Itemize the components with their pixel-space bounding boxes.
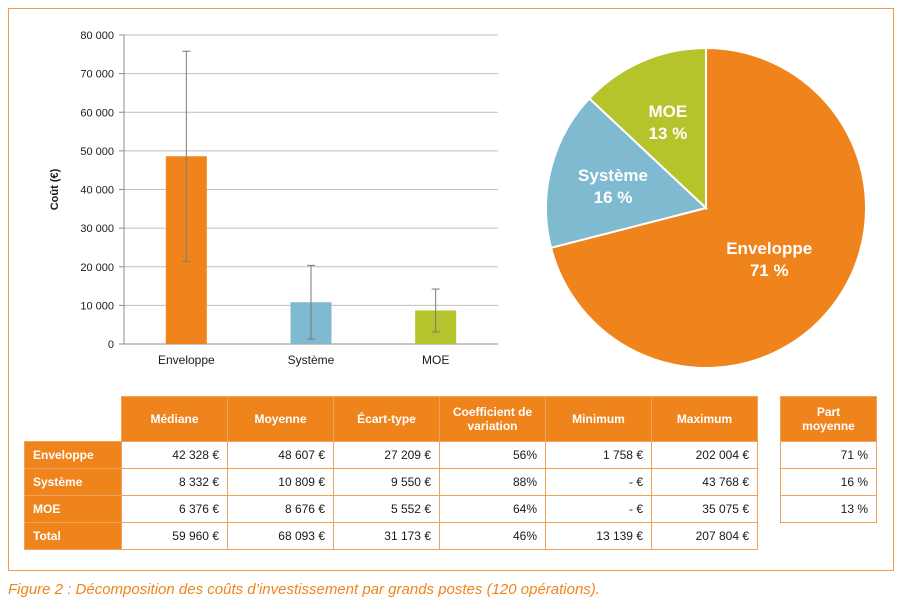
share-row: 13 % <box>780 495 877 523</box>
col-header-coefficient: Coefficient de variation <box>439 396 546 442</box>
table-row: Système 8 332 € 10 809 € 9 550 € 88% - €… <box>24 468 758 496</box>
table-cell: 9 550 € <box>333 468 440 496</box>
pie-value-label: 16 % <box>594 188 633 207</box>
row-label: Total <box>24 522 122 550</box>
table-cell: - € <box>545 468 652 496</box>
x-tick-label: MOE <box>422 353 449 367</box>
table-cell: 46% <box>439 522 546 550</box>
share-cell: 13 % <box>780 495 877 523</box>
y-tick-label: 60 000 <box>80 107 114 119</box>
table-cell: 6 376 € <box>121 495 228 523</box>
share-cell: 71 % <box>780 441 877 469</box>
y-tick-label: 0 <box>108 339 114 351</box>
figure-caption: Figure 2 : Décomposition des coûts d’inv… <box>8 581 600 598</box>
col-header-mediane: Médiane <box>121 396 228 442</box>
pie-value-label: 13 % <box>648 124 687 143</box>
share-row: 71 % <box>780 441 877 469</box>
table-cell: 64% <box>439 495 546 523</box>
table-cell: 27 209 € <box>333 441 440 469</box>
share-row: 16 % <box>780 468 877 496</box>
table-cell: 1 758 € <box>545 441 652 469</box>
y-tick-label: 80 000 <box>80 30 114 42</box>
table-cell: 207 804 € <box>651 522 758 550</box>
y-tick-label: 50 000 <box>80 146 114 158</box>
cost-table: Médiane Moyenne Écart-type Coefficient d… <box>24 396 758 550</box>
table-cell: 5 552 € <box>333 495 440 523</box>
table-cell: 8 332 € <box>121 468 228 496</box>
row-label: MOE <box>24 495 122 523</box>
table-row-total: Total 59 960 € 68 093 € 31 173 € 46% 13 … <box>24 522 758 550</box>
table-cell: 56% <box>439 441 546 469</box>
pie-slice <box>545 97 709 250</box>
pie-slice <box>587 46 707 211</box>
pie-label: Enveloppe <box>726 239 812 258</box>
table-row: MOE 6 376 € 8 676 € 5 552 € 64% - € 35 0… <box>24 495 758 523</box>
col-header-moyenne: Moyenne <box>227 396 334 442</box>
pie-label: Système <box>578 166 648 185</box>
y-tick-label: 20 000 <box>80 262 114 274</box>
figure-frame <box>8 8 894 571</box>
table-cell: 13 139 € <box>545 522 652 550</box>
col-header-minimum: Minimum <box>545 396 652 442</box>
col-header-maximum: Maximum <box>651 396 758 442</box>
share-header-row: Part moyenne <box>780 396 877 442</box>
x-tick-label: Système <box>288 353 335 367</box>
x-tick-label: Enveloppe <box>158 353 215 367</box>
y-tick-label: 30 000 <box>80 223 114 235</box>
col-header-ecart-type: Écart-type <box>333 396 440 442</box>
row-label: Enveloppe <box>24 441 122 469</box>
cost-table-header-row: Médiane Moyenne Écart-type Coefficient d… <box>24 396 758 442</box>
pie-chart: Enveloppe 71 % Système 16 % MOE 13 % <box>545 46 867 369</box>
pie-slice <box>549 46 867 369</box>
table-cell: 88% <box>439 468 546 496</box>
y-axis-label: Coût (€) <box>49 168 61 210</box>
y-tick-label: 40 000 <box>80 185 114 197</box>
corner-cell <box>24 396 122 442</box>
table-cell: - € <box>545 495 652 523</box>
table-cell: 8 676 € <box>227 495 334 523</box>
pie-value-label: 71 % <box>750 261 789 280</box>
table-cell: 48 607 € <box>227 441 334 469</box>
table-cell: 59 960 € <box>121 522 228 550</box>
row-label: Système <box>24 468 122 496</box>
table-cell: 68 093 € <box>227 522 334 550</box>
y-tick-label: 10 000 <box>80 300 114 312</box>
table-row: Enveloppe 42 328 € 48 607 € 27 209 € 56%… <box>24 441 758 469</box>
share-table: Part moyenne 71 % 16 % 13 % <box>780 396 877 523</box>
table-cell: 42 328 € <box>121 441 228 469</box>
col-header-part-moyenne: Part moyenne <box>780 396 877 442</box>
bar-chart: 0 10 000 20 000 30 000 40 000 50 000 60 000 70 … <box>49 30 498 367</box>
table-cell: 35 075 € <box>651 495 758 523</box>
share-cell: 16 % <box>780 468 877 496</box>
table-cell: 10 809 € <box>227 468 334 496</box>
y-tick-label: 70 000 <box>80 69 114 81</box>
table-cell: 202 004 € <box>651 441 758 469</box>
table-cell: 43 768 € <box>651 468 758 496</box>
pie-label: MOE <box>649 102 688 121</box>
table-cell: 31 173 € <box>333 522 440 550</box>
